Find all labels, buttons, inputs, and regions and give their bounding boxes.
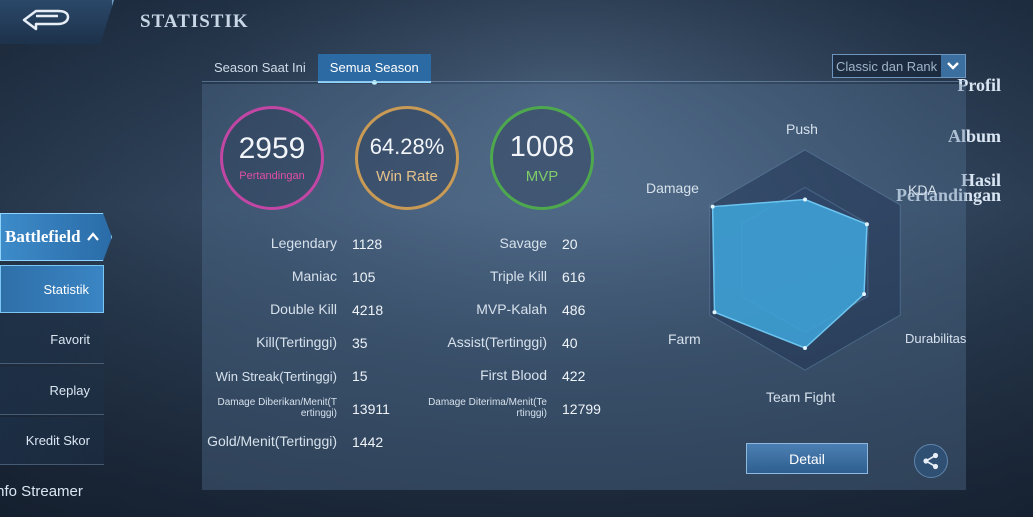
detail-button[interactable]: Detail xyxy=(746,443,868,474)
stat-value-damage-diberikan: 13911 xyxy=(352,401,390,417)
sidebar-sub-statistik[interactable]: Statistik xyxy=(0,265,104,313)
sidebar-item-battlefield[interactable]: Battlefield xyxy=(0,213,112,261)
matches-value: 2959 xyxy=(238,132,306,165)
radar-label-kda: KDA xyxy=(908,182,937,198)
radar-label-damage: Damage xyxy=(646,180,699,196)
radar-point-durabilitas xyxy=(862,292,867,297)
mode-select-value: Classic dan Rank xyxy=(836,58,938,74)
stat-value-win-streak: 15 xyxy=(352,368,368,384)
stat-label-double-kill: Double Kill xyxy=(270,301,337,317)
stat-value-savage: 20 xyxy=(562,236,578,252)
sidebar-sub-kredit-skor[interactable]: Kredit Skor xyxy=(0,417,104,465)
sidebar-sub-favorit[interactable]: Favorit xyxy=(0,316,104,364)
mvp-circle: 1008 MVP xyxy=(490,106,594,210)
radar-label-farm: Farm xyxy=(668,331,701,347)
stat-value-triple-kill: 616 xyxy=(562,269,586,285)
radar-label-push: Push xyxy=(786,121,818,137)
sidebar-item-label: Pertandingan xyxy=(895,185,1001,205)
mvp-value: 1008 xyxy=(509,130,575,163)
radar-point-team-fight xyxy=(803,346,807,350)
sidebar-item-album[interactable]: Album xyxy=(947,126,1001,146)
stat-label-savage: Savage xyxy=(499,235,547,251)
radar-point-push xyxy=(803,197,807,202)
mode-select[interactable]: Classic dan Rank xyxy=(832,54,966,78)
win-rate-circle: 64.28% Win Rate xyxy=(355,106,459,210)
stat-label-damage-diterima: Damage Diterima/Menit(Te rtinggi) xyxy=(428,397,547,419)
stat-label-legendary: Legendary xyxy=(270,235,337,251)
stat-label-first-blood: First Blood xyxy=(480,367,547,383)
sidebar-item-hasil-pertandingan[interactable]: Hasil Pertandingan xyxy=(895,170,1001,205)
stat-value-legendary: 1128 xyxy=(352,236,383,252)
stat-label-line: ertinggi) xyxy=(300,408,337,419)
chevron-down-icon xyxy=(941,55,965,77)
tab-season-saat-ini[interactable]: Season Saat Ini xyxy=(214,60,306,75)
win-rate-label: Win Rate xyxy=(376,167,438,185)
stat-value-kill-tertinggi: 35 xyxy=(352,335,368,351)
stat-label-gold-menit: Gold/Menit(Tertinggi) xyxy=(207,433,337,449)
stat-label-line: rtinggi) xyxy=(516,408,547,419)
sidebar-sub-replay[interactable]: Replay xyxy=(0,367,104,415)
stat-value-gold-menit: 1442 xyxy=(352,434,384,450)
radar-point-kda xyxy=(864,222,869,227)
radar-label-durabilitas: Durabilitas xyxy=(905,331,967,346)
win-rate-value: 64.28% xyxy=(369,133,445,159)
share-button[interactable] xyxy=(914,444,948,478)
mvp-label: MVP xyxy=(525,167,559,185)
stat-label-damage-diberikan: Damage Diberikan/Menit(T ertinggi) xyxy=(218,397,338,419)
stat-value-assist-tertinggi: 40 xyxy=(562,335,578,351)
stat-label-maniac: Maniac xyxy=(291,268,337,284)
share-icon xyxy=(922,452,940,470)
stat-value-first-blood: 422 xyxy=(562,368,586,384)
stat-label-line: Damage Diterima/Menit(Te xyxy=(428,397,547,408)
matches-label: Pertandingan xyxy=(239,170,305,182)
season-tabs: Season Saat Ini Semua Season xyxy=(202,54,431,85)
sidebar-item-label: Battlefield xyxy=(5,227,81,246)
stat-value-damage-diterima: 12799 xyxy=(562,401,601,417)
chevron-up-icon xyxy=(86,232,99,242)
sidebar-item-label: Hasil xyxy=(960,170,1001,190)
stat-label-assist-tertinggi: Assist(Tertinggi) xyxy=(447,334,547,350)
back-button[interactable] xyxy=(0,0,114,44)
radar-label-team-fight: Team Fight xyxy=(766,389,836,405)
matches-circle: 2959 Pertandingan xyxy=(220,106,324,210)
stat-value-maniac: 105 xyxy=(352,269,376,285)
stat-value-mvp-kalah: 486 xyxy=(562,302,586,318)
stat-label-line: Damage Diberikan/Menit(T xyxy=(217,397,338,408)
page-title: STATISTIK xyxy=(140,11,249,32)
stat-value-double-kill: 4218 xyxy=(352,302,384,318)
tab-semua-season[interactable]: Semua Season xyxy=(317,54,431,85)
stat-label-mvp-kalah: MVP-Kalah xyxy=(476,301,547,317)
stat-label-triple-kill: Triple Kill xyxy=(489,268,547,284)
stat-label-win-streak: Win Streak(Tertinggi) xyxy=(215,369,337,384)
radar-chart xyxy=(709,149,901,371)
tab-divider xyxy=(202,81,966,82)
stat-label-kill-tertinggi: Kill(Tertinggi) xyxy=(256,334,337,350)
radar-point-farm xyxy=(712,310,717,315)
back-arrow-icon xyxy=(20,5,92,40)
radar-point-damage xyxy=(710,204,715,209)
sidebar-item-profil[interactable]: Profil xyxy=(957,75,1001,95)
sidebar-item-info-streamer[interactable]: Info Streamer xyxy=(0,483,83,500)
